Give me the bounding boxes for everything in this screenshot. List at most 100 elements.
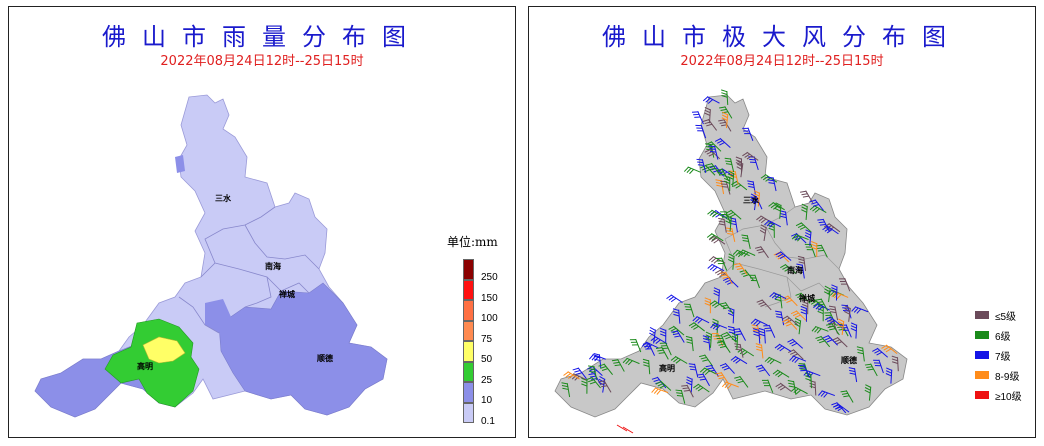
wind-barb bbox=[864, 363, 878, 377]
wind-barb bbox=[650, 336, 668, 345]
place-label-shunde: 顺德 bbox=[841, 355, 857, 365]
wind-barb bbox=[772, 369, 790, 378]
wind-barb bbox=[851, 306, 869, 314]
wind-barb bbox=[598, 380, 612, 393]
wind-barb bbox=[769, 291, 787, 300]
wind-barb bbox=[826, 323, 840, 336]
wind-barb bbox=[741, 234, 751, 249]
wind-legend-label: 7级 bbox=[995, 351, 1011, 363]
rain-50-75-region bbox=[142, 336, 186, 364]
wind-barb bbox=[775, 382, 792, 392]
wind-barb bbox=[685, 335, 694, 352]
wind-barb bbox=[759, 224, 767, 242]
wind-legend-label: ≤5级 bbox=[995, 311, 1017, 323]
wind-barb bbox=[800, 190, 814, 204]
wind-barb bbox=[588, 365, 598, 380]
wind-barb bbox=[714, 137, 731, 149]
rain-legend-item: 0.1 bbox=[455, 402, 511, 427]
wind-barb bbox=[787, 338, 804, 349]
wind-legend-item: 6级 bbox=[975, 325, 1022, 345]
wind-barb bbox=[828, 305, 839, 321]
wind-barb bbox=[885, 367, 893, 384]
wind-barb bbox=[622, 357, 640, 366]
wind-barb bbox=[672, 308, 681, 324]
wind-barb bbox=[791, 233, 809, 242]
wind-barb bbox=[795, 222, 812, 233]
rain-legend-label: 75 bbox=[481, 333, 493, 345]
rain-legend-item: 150 bbox=[455, 279, 511, 304]
wind-barb bbox=[790, 310, 807, 321]
wind-barb bbox=[891, 355, 899, 372]
wind-barb bbox=[748, 156, 759, 170]
wind-barb bbox=[666, 294, 683, 303]
wind-barb bbox=[705, 331, 712, 348]
wind-barb bbox=[729, 170, 739, 185]
wind-barb bbox=[802, 298, 809, 315]
wind-barb bbox=[750, 318, 768, 327]
wind-barb bbox=[683, 303, 695, 318]
wind-legend-label: ≥10级 bbox=[995, 391, 1022, 403]
wind-barb bbox=[563, 371, 580, 380]
rainfall-map-panel: 三水 南海 禅城 高明 顺德 佛山市雨量分布图 2022年08月24日12时--… bbox=[8, 6, 516, 438]
wind-barb bbox=[800, 305, 807, 322]
wind-barb bbox=[586, 376, 601, 389]
rain-legend-swatch bbox=[463, 382, 474, 403]
wind-legend-swatch bbox=[975, 391, 989, 399]
rain-legend-swatch bbox=[463, 341, 474, 362]
place-label-nanhai: 南海 bbox=[787, 265, 803, 275]
wind-barb bbox=[832, 336, 848, 348]
wind-barb bbox=[844, 305, 851, 322]
rain-legend-label: 150 bbox=[481, 292, 498, 304]
wind-barb bbox=[775, 310, 785, 326]
wind-barb bbox=[691, 111, 704, 125]
wind-barb bbox=[780, 263, 797, 274]
wind-barb bbox=[642, 342, 656, 356]
wind-barb bbox=[801, 203, 808, 221]
wind-barb bbox=[797, 255, 807, 271]
wind-barb bbox=[779, 210, 788, 226]
rainfall-unit-label: 单位:mm bbox=[447, 235, 498, 249]
wind-barb bbox=[683, 166, 701, 175]
wind-barb bbox=[840, 390, 854, 403]
wind-barb bbox=[789, 355, 807, 364]
wind-barb bbox=[692, 316, 710, 324]
rain-legend-item: 25 bbox=[455, 361, 511, 386]
wind-barb bbox=[734, 343, 744, 358]
wind-barb bbox=[721, 381, 739, 390]
rain-legend-swatch bbox=[463, 402, 474, 423]
wind-map-title: 佛山市极大风分布图 bbox=[602, 23, 962, 51]
wind-barb bbox=[705, 162, 721, 175]
wind-barb bbox=[797, 364, 810, 378]
wind-legend-swatch bbox=[975, 331, 989, 339]
wind-barb bbox=[704, 106, 711, 124]
wind-barb bbox=[561, 382, 571, 398]
wind-barb bbox=[763, 324, 776, 338]
wind-barb bbox=[715, 334, 728, 349]
wind-barb bbox=[688, 322, 705, 332]
district-borders bbox=[178, 206, 320, 334]
wind-barb bbox=[790, 386, 808, 395]
wind-barb bbox=[699, 354, 714, 367]
wind-barb bbox=[713, 287, 720, 304]
wind-barb bbox=[622, 426, 634, 434]
rain-10-25-region bbox=[218, 282, 388, 416]
wind-barb bbox=[581, 377, 588, 394]
wind-barb bbox=[696, 158, 707, 173]
wind-barb bbox=[655, 346, 669, 360]
wind-barbs bbox=[561, 89, 899, 434]
wind-barb bbox=[761, 379, 774, 393]
rainfall-legend: 250 150 100 75 50 25 10 0.1 bbox=[455, 259, 511, 427]
wind-barb bbox=[693, 383, 710, 393]
wind-barb bbox=[809, 199, 824, 211]
wind-barb bbox=[705, 364, 720, 378]
wind-map-subtitle: 2022年08月24日12时--25日15时 bbox=[680, 54, 884, 69]
rain-legend-item: 10 bbox=[455, 382, 511, 406]
wind-legend-item: ≥10级 bbox=[975, 385, 1022, 405]
wind-barb bbox=[754, 246, 769, 259]
rain-legend-label: 10 bbox=[481, 395, 493, 406]
wind-barb bbox=[788, 349, 804, 360]
wind-map-panel: 三水 南海 禅城 高明 顺德 佛山市极大风分布图 2022年08月24日12时-… bbox=[528, 6, 1036, 438]
wind-legend-swatch bbox=[975, 311, 989, 319]
rain-10-25-mid bbox=[205, 299, 231, 333]
wind-legend-item: ≤5级 bbox=[975, 305, 1022, 325]
